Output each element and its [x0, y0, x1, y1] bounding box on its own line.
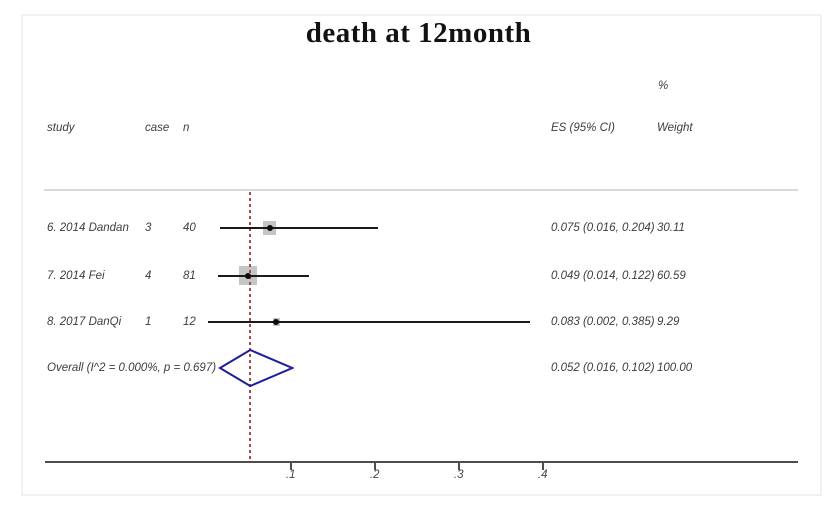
overall-diamond-icon — [218, 348, 295, 388]
reference-line — [249, 192, 252, 462]
effect-point-icon — [266, 225, 273, 231]
confidence-interval-line — [220, 227, 379, 229]
axis-tick — [541, 463, 544, 470]
es-ci-value: 0.083 (0.002, 0.385) — [551, 316, 655, 328]
study-label: 6. 2014 Dandan — [47, 222, 129, 234]
axis-tick — [373, 463, 376, 470]
column-header-n: n — [183, 122, 190, 134]
weight-value: 60.59 — [657, 269, 686, 282]
effect-point-icon — [244, 272, 251, 279]
chart-title: death at 12month — [305, 17, 532, 49]
header-separator — [44, 189, 798, 191]
axis-tick-label: .3 — [453, 469, 464, 481]
study-label: 8. 2017 DanQi — [47, 316, 122, 328]
es-ci-value: 0.075 (0.016, 0.204) — [551, 222, 655, 234]
column-header-weight: Weight — [657, 122, 693, 134]
confidence-interval-line — [208, 321, 531, 323]
axis-tick-label: .4 — [537, 469, 548, 481]
column-header-case: case — [145, 122, 170, 134]
study-label: 7. 2014 Fei — [47, 269, 105, 282]
confidence-interval-line — [218, 274, 310, 277]
axis-tick — [289, 463, 292, 470]
case-value: 3 — [145, 222, 152, 234]
overall-label: Overall (I^2 = 0.000%, p = 0.697) — [47, 362, 217, 374]
overall-weight: 100.00 — [657, 362, 693, 374]
es-ci-value: 0.049 (0.014, 0.122) — [551, 269, 655, 282]
n-value: 40 — [183, 222, 196, 234]
plot-border — [21, 14, 822, 496]
column-header-es-ci: ES (95% CI) — [551, 122, 615, 134]
x-axis — [45, 461, 798, 463]
case-value: 4 — [145, 269, 152, 282]
weight-value: 30.11 — [657, 222, 685, 234]
axis-tick-label: .2 — [369, 469, 380, 481]
case-value: 1 — [145, 316, 152, 328]
column-header-study: study — [47, 122, 75, 134]
n-value: 12 — [183, 316, 196, 328]
effect-point-icon — [273, 319, 280, 325]
n-value: 81 — [183, 269, 196, 282]
overall-es-ci: 0.052 (0.016, 0.102) — [551, 362, 655, 374]
column-header-percent: % — [658, 80, 669, 92]
weight-value: 9.29 — [657, 316, 680, 328]
axis-tick — [457, 463, 460, 470]
axis-tick-label: .1 — [285, 469, 296, 481]
